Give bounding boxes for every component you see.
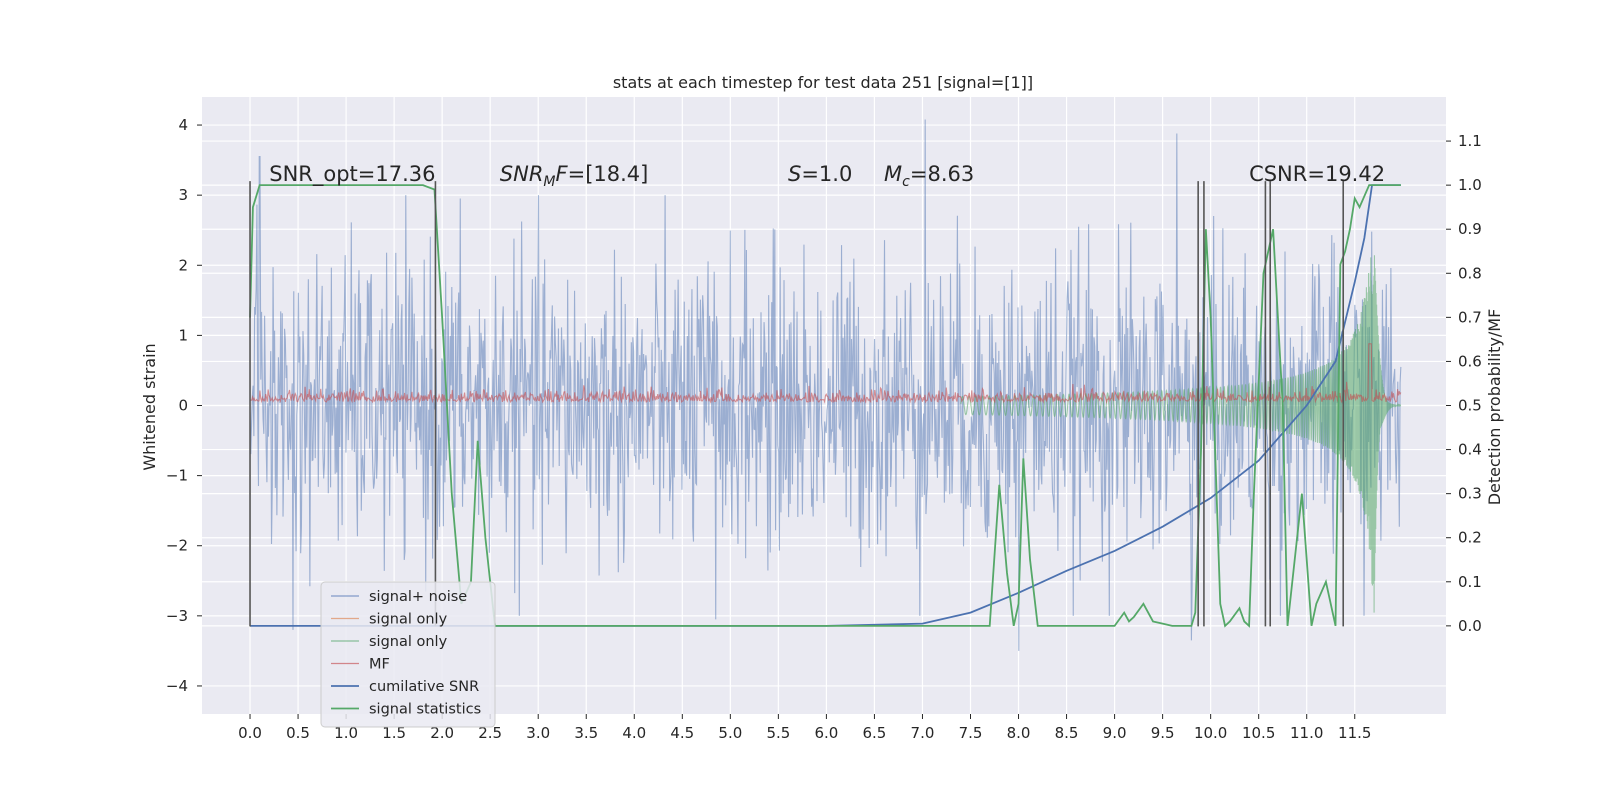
x-tick-label: 11.5	[1338, 724, 1371, 742]
annotation: CSNR=19.42	[1249, 162, 1385, 186]
x-tick-label: 3.5	[574, 724, 598, 742]
x-tick-label: 10.0	[1194, 724, 1227, 742]
annotation: Mc=8.63	[884, 162, 974, 190]
y-axis-label: Whitened strain	[140, 343, 159, 470]
x-tick-label: 7.0	[911, 724, 935, 742]
legend-entry: signal only	[369, 612, 448, 628]
y-tick-label: −2	[166, 537, 188, 555]
annotations: SNR_opt=17.36 SNRMF=[18.4] S=1.0 Mc=8.63 CSN…	[269, 162, 1385, 190]
y2-tick-label: 0.0	[1458, 617, 1482, 635]
series-signal-noise	[249, 119, 1402, 651]
x-tick-label: 4.0	[622, 724, 646, 742]
series-cumulative-snr	[250, 184, 1401, 627]
chart-title: stats at each timestep for test data 251…	[613, 73, 1033, 92]
x-tick-label: 4.5	[670, 724, 694, 742]
legend-entry: signal only	[369, 634, 448, 650]
y-tick-label: −4	[166, 677, 188, 695]
legend-entry: cumilative SNR	[369, 679, 479, 695]
x-tick-label: 11.0	[1290, 724, 1323, 742]
y2-tick-label: 0.9	[1458, 220, 1482, 238]
y2-tick-label: 0.6	[1458, 352, 1482, 370]
axes: 0.0 0.5 1.0 1.5 2.0 2.5 3.0 3.5 4.0 4.5 5.0 5.5 6.0 6…	[166, 116, 1482, 742]
x-tick-label: 0.0	[238, 724, 262, 742]
y2-tick-label: 1.1	[1458, 132, 1482, 150]
y-tick-label: 4	[178, 116, 188, 134]
legend-box	[320, 581, 496, 728]
x-tick-label: 3.0	[526, 724, 550, 742]
y2-tick-label: 0.1	[1458, 573, 1482, 591]
x-tick-label: 1.5	[382, 724, 406, 742]
y-tick-label: 1	[178, 326, 188, 344]
y-tick-label: −3	[166, 607, 188, 625]
y-tick-label: 3	[178, 186, 188, 204]
x-tick-label: 9.0	[1103, 724, 1127, 742]
legend-entry: signal statistics	[369, 702, 481, 718]
y-tick-label: −1	[166, 467, 188, 485]
x-tick-label: 5.5	[766, 724, 790, 742]
annotation: SNRMF=[18.4]	[500, 162, 649, 190]
x-tick-label: 6.0	[814, 724, 838, 742]
x-tick-label: 8.5	[1055, 724, 1079, 742]
vertical-lines	[249, 181, 1345, 627]
x-tick-label: 0.5	[286, 724, 310, 742]
x-tick-label: 1.0	[334, 724, 358, 742]
x-tick-label: 7.5	[959, 724, 983, 742]
annotation: S=1.0	[788, 162, 852, 186]
y2-tick-label: 0.7	[1458, 308, 1482, 326]
x-tick-label: 2.5	[478, 724, 502, 742]
y2-tick-label: 0.3	[1458, 485, 1482, 503]
x-tick-label: 8.0	[1007, 724, 1031, 742]
x-tick-label: 5.0	[718, 724, 742, 742]
y-tick-label: 0	[178, 397, 188, 415]
series-mf	[249, 343, 1402, 404]
y-tick-label: 2	[178, 256, 188, 274]
y2-axis-label: Detection probability/MF	[1485, 309, 1504, 506]
legend-entry: MF	[369, 657, 390, 673]
y2-tick-label: 0.2	[1458, 529, 1482, 547]
x-tick-label: 9.5	[1151, 724, 1175, 742]
y2-tick-label: 1.0	[1458, 176, 1482, 194]
annotation: SNR_opt=17.36	[269, 162, 435, 187]
x-tick-label: 10.5	[1242, 724, 1275, 742]
legend-entry: signal+ noise	[369, 589, 467, 605]
x-tick-label: 6.5	[863, 724, 887, 742]
y2-tick-label: 0.4	[1458, 441, 1482, 459]
y2-tick-label: 0.5	[1458, 397, 1482, 415]
y2-tick-label: 0.8	[1458, 264, 1482, 282]
x-tick-label: 2.0	[430, 724, 454, 742]
legend: signal+ noise signal only signal only MF cum…	[320, 581, 496, 728]
